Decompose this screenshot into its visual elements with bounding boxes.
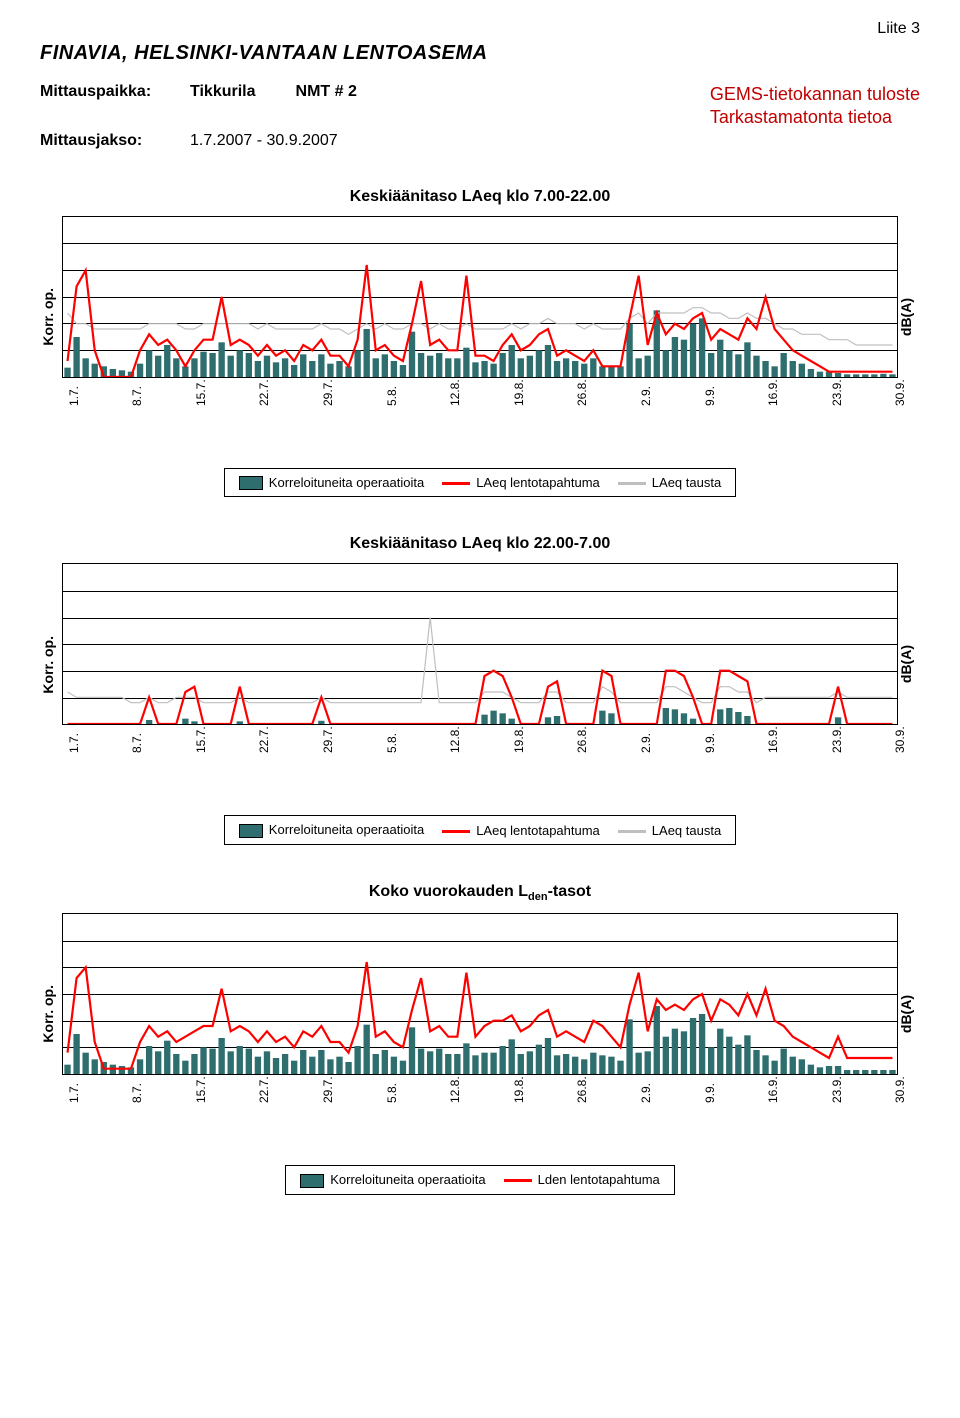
location-label: Mittauspaikka: <box>40 83 190 101</box>
legend-laeq-evt: LAeq lentotapahtuma <box>476 823 600 838</box>
legend-bars: Korreloituneita operaatioita <box>269 822 424 837</box>
xtick: 16.9. <box>766 398 780 406</box>
xtick: 23.9. <box>830 745 844 753</box>
xtick: 19.8. <box>512 1095 526 1103</box>
xtick: 5.8. <box>385 398 399 406</box>
legend-laeq-evt: LAeq lentotapahtuma <box>476 475 600 490</box>
legend-lden-evt: Lden lentotapahtuma <box>538 1172 660 1187</box>
xtick: 30.9. <box>893 1095 907 1103</box>
nmt-value: NMT # 2 <box>296 83 357 101</box>
xtick: 2.9. <box>639 1095 653 1103</box>
ytick-right: 60 <box>897 611 898 625</box>
gems-note: GEMS-tietokannan tuloste Tarkastamatonta… <box>710 83 920 130</box>
xtick: 1.7. <box>67 398 81 406</box>
xtick: 19.8. <box>512 398 526 406</box>
bar-swatch <box>239 824 263 838</box>
period-label: Mittausjakso: <box>40 132 190 150</box>
xtick: 12.8. <box>448 1095 462 1103</box>
xtick: 22.7. <box>257 398 271 406</box>
xtick: 19.8. <box>512 745 526 753</box>
xtick: 15.7. <box>194 1095 208 1103</box>
xtick: 9.9. <box>703 745 717 753</box>
xtick: 30.9. <box>893 745 907 753</box>
ytick-right: 40 <box>897 370 898 378</box>
xtick: 26.8. <box>575 745 589 753</box>
ytick-right: 45 <box>897 343 898 357</box>
ytick-right: 70 <box>897 913 898 921</box>
xtick: 16.9. <box>766 1095 780 1103</box>
period-value: 1.7.2007 - 30.9.2007 <box>190 132 338 150</box>
xtick: 15.7. <box>194 745 208 753</box>
grey-line-swatch <box>618 830 646 833</box>
page-title: FINAVIA, HELSINKI-VANTAAN LENTOASEMA <box>40 42 920 65</box>
xtick: 8.7. <box>130 745 144 753</box>
ytick-right: 40 <box>897 1067 898 1075</box>
chart3-ylabel-left: Korr. op. <box>40 985 62 1043</box>
red-line-swatch <box>504 1179 532 1182</box>
ytick-right: 70 <box>897 563 898 571</box>
chart2-plot: 010020030040050060040455055606570 <box>62 563 898 725</box>
chart1-ylabel-left: Korr. op. <box>40 288 62 346</box>
chart3-legend: Korreloituneita operaatioita Lden lentot… <box>285 1165 675 1195</box>
xtick: 9.9. <box>703 398 717 406</box>
ytick-right: 65 <box>897 934 898 948</box>
xtick: 26.8. <box>575 1095 589 1103</box>
xtick: 1.7. <box>67 745 81 753</box>
red-line-swatch <box>442 482 470 485</box>
bar-swatch <box>239 476 263 490</box>
grey-line-swatch <box>618 482 646 485</box>
xtick: 12.8. <box>448 398 462 406</box>
ytick-right: 65 <box>897 584 898 598</box>
chart2-ylabel-left: Korr. op. <box>40 636 62 694</box>
xtick: 2.9. <box>639 745 653 753</box>
ytick-right: 65 <box>897 236 898 250</box>
xtick: 5.8. <box>385 745 399 753</box>
annex-label: Liite 3 <box>40 20 920 38</box>
xtick: 15.7. <box>194 398 208 406</box>
xtick: 8.7. <box>130 398 144 406</box>
xtick: 22.7. <box>257 745 271 753</box>
xtick: 12.8. <box>448 745 462 753</box>
xtick: 9.9. <box>703 1095 717 1103</box>
chart3-ylabel-right: dB(A) <box>898 995 920 1033</box>
chart2-title: Keskiäänitaso LAeq klo 22.00-7.00 <box>40 535 920 553</box>
xtick: 29.7. <box>321 745 335 753</box>
xtick: 29.7. <box>321 1095 335 1103</box>
chart1-legend: Korreloituneita operaatioita LAeq lentot… <box>224 468 736 498</box>
chart2-legend: Korreloituneita operaatioita LAeq lentot… <box>224 815 736 845</box>
legend-bars: Korreloituneita operaatioita <box>269 475 424 490</box>
ytick-right: 70 <box>897 216 898 224</box>
location-value: Tikkurila <box>190 83 256 101</box>
chart1-title: Keskiäänitaso LAeq klo 7.00-22.00 <box>40 188 920 206</box>
xtick: 1.7. <box>67 1095 81 1103</box>
chart1-plot: 010020030040050060040455055606570 <box>62 216 898 378</box>
chart3-plot: 010020030040050060040455055606570 <box>62 913 898 1075</box>
legend-laeq-bg: LAeq tausta <box>652 475 721 490</box>
bar-swatch <box>300 1174 324 1188</box>
legend-laeq-bg: LAeq tausta <box>652 823 721 838</box>
xtick: 26.8. <box>575 398 589 406</box>
chart2-ylabel-right: dB(A) <box>898 645 920 683</box>
ytick-right: 60 <box>897 263 898 277</box>
xtick: 16.9. <box>766 745 780 753</box>
ytick-right: 45 <box>897 691 898 705</box>
ytick-right: 60 <box>897 960 898 974</box>
xtick: 2.9. <box>639 398 653 406</box>
legend-bars: Korreloituneita operaatioita <box>330 1172 485 1187</box>
xtick: 23.9. <box>830 1095 844 1103</box>
xtick: 23.9. <box>830 398 844 406</box>
xtick: 8.7. <box>130 1095 144 1103</box>
chart1-ylabel-right: dB(A) <box>898 298 920 336</box>
gems-line2: Tarkastamatonta tietoa <box>710 106 920 129</box>
ytick-right: 40 <box>897 717 898 725</box>
chart3-title: Koko vuorokauden Lden-tasot <box>40 883 920 903</box>
gems-line1: GEMS-tietokannan tuloste <box>710 83 920 106</box>
red-line-swatch <box>442 830 470 833</box>
xtick: 22.7. <box>257 1095 271 1103</box>
xtick: 29.7. <box>321 398 335 406</box>
ytick-right: 45 <box>897 1040 898 1054</box>
xtick: 5.8. <box>385 1095 399 1103</box>
xtick: 30.9. <box>893 398 907 406</box>
